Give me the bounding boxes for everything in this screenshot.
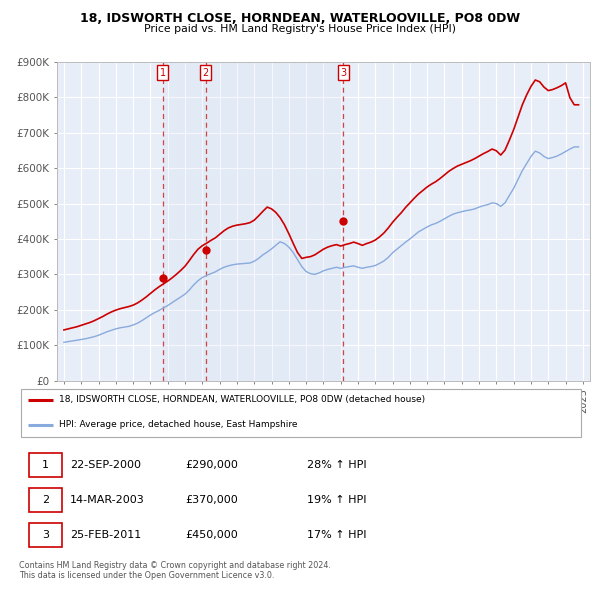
- Bar: [163, 62, 206, 381]
- Bar: [206, 62, 343, 381]
- Text: This data is licensed under the Open Government Licence v3.0.: This data is licensed under the Open Gov…: [19, 571, 275, 580]
- Text: 2: 2: [42, 495, 49, 505]
- Text: £450,000: £450,000: [185, 530, 238, 540]
- Text: 3: 3: [42, 530, 49, 540]
- Text: Contains HM Land Registry data © Crown copyright and database right 2024.: Contains HM Land Registry data © Crown c…: [19, 560, 331, 569]
- FancyBboxPatch shape: [29, 453, 62, 477]
- Text: £290,000: £290,000: [185, 460, 238, 470]
- Text: 18, IDSWORTH CLOSE, HORNDEAN, WATERLOOVILLE, PO8 0DW (detached house): 18, IDSWORTH CLOSE, HORNDEAN, WATERLOOVI…: [59, 395, 425, 404]
- Text: £370,000: £370,000: [185, 495, 238, 505]
- Text: 19% ↑ HPI: 19% ↑ HPI: [307, 495, 367, 505]
- Text: 1: 1: [160, 68, 166, 77]
- Text: 25-FEB-2011: 25-FEB-2011: [70, 530, 142, 540]
- FancyBboxPatch shape: [29, 488, 62, 512]
- Text: 28% ↑ HPI: 28% ↑ HPI: [307, 460, 367, 470]
- Text: 17% ↑ HPI: 17% ↑ HPI: [307, 530, 367, 540]
- Text: 18, IDSWORTH CLOSE, HORNDEAN, WATERLOOVILLE, PO8 0DW: 18, IDSWORTH CLOSE, HORNDEAN, WATERLOOVI…: [80, 12, 520, 25]
- Text: 22-SEP-2000: 22-SEP-2000: [70, 460, 141, 470]
- Text: 3: 3: [340, 68, 346, 77]
- Text: 2: 2: [203, 68, 209, 77]
- Text: HPI: Average price, detached house, East Hampshire: HPI: Average price, detached house, East…: [59, 420, 298, 429]
- Text: 1: 1: [42, 460, 49, 470]
- Text: Price paid vs. HM Land Registry's House Price Index (HPI): Price paid vs. HM Land Registry's House …: [144, 24, 456, 34]
- Text: 14-MAR-2003: 14-MAR-2003: [70, 495, 145, 505]
- FancyBboxPatch shape: [29, 523, 62, 547]
